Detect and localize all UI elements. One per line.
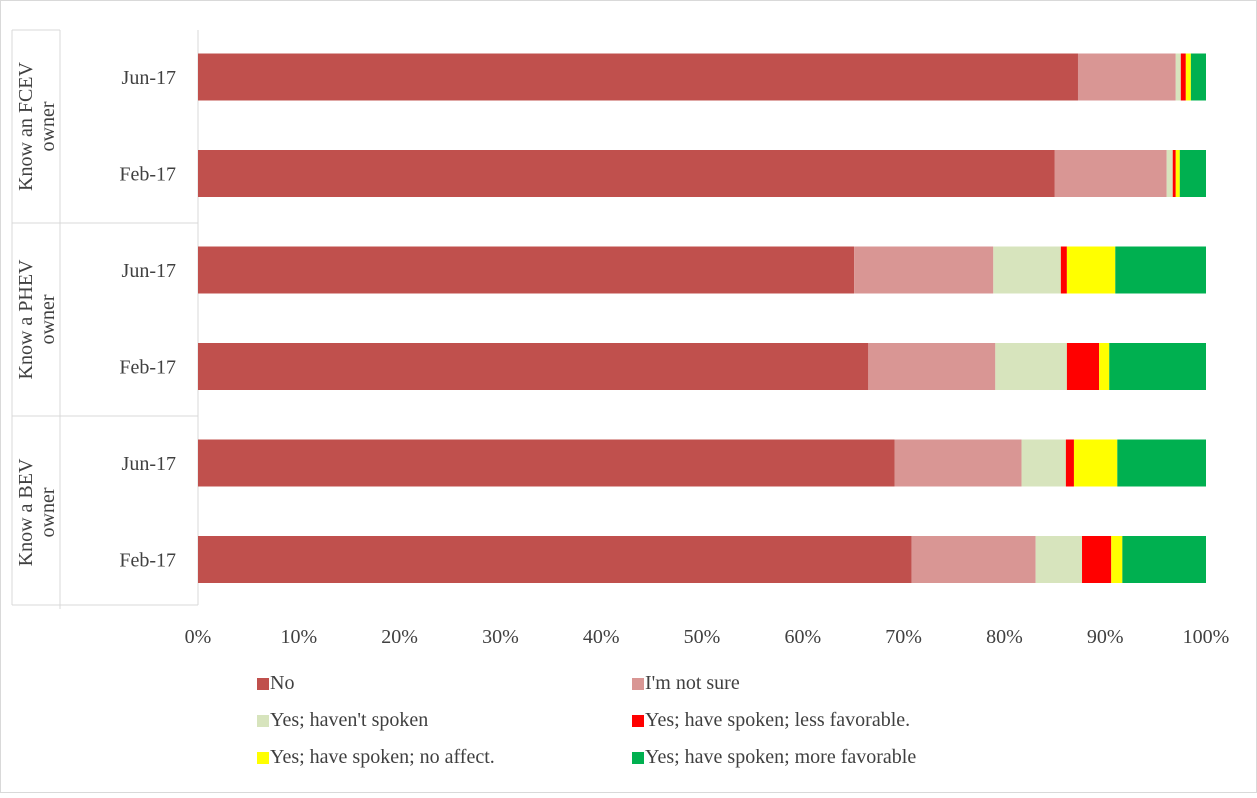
x-tick-label: 20% xyxy=(381,626,418,648)
bar-segment xyxy=(1175,150,1180,197)
row-label: Feb-17 xyxy=(119,357,176,379)
bar-segment xyxy=(1073,439,1118,487)
bar-segment xyxy=(1066,343,1100,390)
x-tick-label: 50% xyxy=(684,626,721,648)
bar-segment xyxy=(1179,150,1206,197)
bar-segment xyxy=(993,246,1061,294)
x-tick-label: 60% xyxy=(784,626,821,648)
group-label: Know an FCEVowner xyxy=(15,62,59,191)
row-label: Jun-17 xyxy=(122,67,176,89)
legend-label: Yes; have spoken; less favorable. xyxy=(645,709,910,731)
bar-segment xyxy=(911,536,1036,583)
bar-segment xyxy=(1035,536,1083,583)
bar-segment xyxy=(1065,439,1074,487)
bar-segment xyxy=(1077,53,1176,101)
legend-swatch xyxy=(632,678,644,690)
legend-swatch xyxy=(632,752,644,764)
bar-segment xyxy=(1185,53,1191,101)
legend-label: Yes; have spoken; no affect. xyxy=(270,746,495,768)
bar-segment xyxy=(1021,439,1066,487)
bar-segment xyxy=(1111,536,1123,583)
legend-swatch xyxy=(632,715,644,727)
legend-swatch xyxy=(257,715,269,727)
bar-segment xyxy=(1190,53,1206,101)
bar-segment xyxy=(198,536,912,583)
x-tick-label: 0% xyxy=(185,626,212,648)
bar-segment xyxy=(1166,150,1173,197)
bar-segment xyxy=(1054,150,1167,197)
bar-segment xyxy=(1082,536,1112,583)
bar-segment xyxy=(1180,53,1186,101)
bar-segment xyxy=(1175,53,1181,101)
category-axis: Know an FCEVowner Jun-17 Feb-17 Know a PHEV… xyxy=(11,29,199,609)
legend-label: No xyxy=(270,672,294,694)
x-tick-label: 80% xyxy=(986,626,1023,648)
legend-swatch xyxy=(257,678,269,690)
row-label: Jun-17 xyxy=(122,453,176,475)
bar-segment xyxy=(894,439,1022,487)
bar-segment xyxy=(1109,343,1206,390)
bar-segment xyxy=(198,343,869,390)
bar-segment xyxy=(1172,150,1176,197)
bar-segment xyxy=(198,53,1078,101)
group-label: Know a PHEVowner xyxy=(15,259,59,380)
bar-segment xyxy=(1122,536,1206,583)
bar-segment xyxy=(1066,246,1116,294)
bar-segment xyxy=(1115,246,1206,294)
bar-segment xyxy=(198,246,855,294)
x-tick-label: 100% xyxy=(1183,626,1230,648)
row-label: Feb-17 xyxy=(119,164,176,186)
bar-segment xyxy=(868,343,996,390)
legend-label: I'm not sure xyxy=(645,672,740,694)
group-label: Know a BEVowner xyxy=(15,458,59,566)
x-tick-label: 70% xyxy=(885,626,922,648)
bar-segment xyxy=(198,439,895,487)
bar-segment xyxy=(854,246,994,294)
row-label: Feb-17 xyxy=(119,550,176,572)
bar-segment xyxy=(198,150,1055,197)
bars xyxy=(198,53,1206,583)
bar-segment xyxy=(995,343,1067,390)
bar-segment xyxy=(1060,246,1067,294)
x-tick-label: 90% xyxy=(1087,626,1124,648)
bar-segment xyxy=(1099,343,1110,390)
legend-label: Yes; have spoken; more favorable xyxy=(645,746,916,768)
x-tick-label: 40% xyxy=(583,626,620,648)
bar-segment xyxy=(1117,439,1206,487)
x-tick-label: 30% xyxy=(482,626,519,648)
legend-label: Yes; haven't spoken xyxy=(270,709,428,731)
legend-swatch xyxy=(257,752,269,764)
x-axis: 0% 10% 20% 30% 40% 50% 60% 70% 80% 90% 100% xyxy=(185,626,1230,648)
row-label: Jun-17 xyxy=(122,260,176,282)
legend: No I'm not sure Yes; haven't spoken Yes; ha… xyxy=(257,672,916,768)
x-tick-label: 10% xyxy=(280,626,317,648)
